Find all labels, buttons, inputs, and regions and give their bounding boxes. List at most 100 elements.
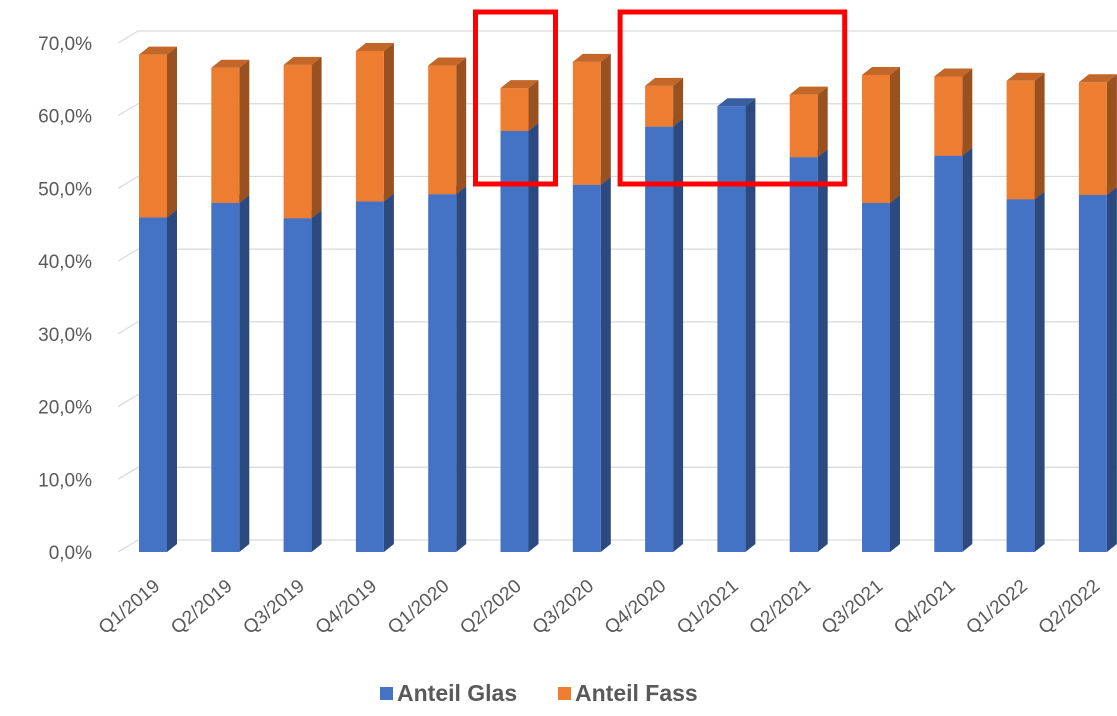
bar-side — [456, 186, 467, 552]
bar — [934, 155, 963, 552]
bar — [428, 194, 457, 552]
legend-item: Anteil Fass — [558, 680, 698, 706]
bar — [1078, 82, 1107, 195]
x-tick-label: Q2/2019 — [167, 576, 236, 639]
y-tick-label: 70,0% — [38, 34, 92, 55]
x-tick-label: Q2/2021 — [746, 576, 815, 639]
bar-top — [355, 42, 394, 51]
bar-group — [645, 77, 684, 552]
legend-item: Anteil Glas — [380, 680, 517, 706]
bar-side — [239, 59, 250, 203]
bar-side — [890, 194, 900, 552]
x-tick-label: Q4/2021 — [890, 576, 959, 639]
y-tick-label: 50,0% — [38, 179, 92, 200]
bar-side — [1106, 74, 1117, 195]
bar-side — [673, 118, 684, 552]
bar-group — [789, 86, 828, 552]
legend-swatch — [380, 687, 393, 700]
bar-top — [572, 53, 611, 62]
bar-side — [1034, 72, 1045, 200]
gridline — [117, 30, 1117, 44]
bar-segment — [645, 77, 684, 127]
bar-group — [428, 57, 467, 552]
bar-segment — [211, 194, 250, 552]
bar-side — [600, 176, 611, 553]
bar-group — [717, 98, 756, 553]
bar-group — [211, 59, 250, 552]
bar-segment — [500, 80, 539, 131]
y-tick-label: 10,0% — [38, 470, 92, 491]
bar-side — [383, 42, 394, 202]
x-tick-label: Q2/2022 — [1035, 576, 1104, 639]
y-tick-label: 30,0% — [38, 325, 92, 346]
bar-top — [934, 68, 973, 77]
bar — [355, 50, 384, 202]
bar-side — [1034, 191, 1045, 553]
bar-side — [167, 46, 177, 218]
bar-segment — [355, 42, 394, 202]
x-tick-label: Q4/2019 — [312, 576, 381, 639]
bar — [139, 54, 167, 218]
highlight-layer — [473, 9, 848, 187]
bar-side — [673, 77, 684, 127]
bar-group — [1006, 72, 1045, 553]
bar — [211, 202, 240, 552]
bar — [645, 85, 674, 127]
bar-side — [167, 209, 177, 552]
bar-segment — [934, 147, 973, 552]
bar-segment — [283, 210, 322, 552]
bar-segment — [211, 59, 250, 203]
bar-segment — [428, 186, 467, 552]
bar-top — [428, 57, 467, 66]
bar-side — [745, 98, 756, 553]
bars-layer — [139, 42, 1117, 553]
bar-top — [211, 59, 250, 68]
bar-top — [283, 56, 322, 65]
legend-label: Anteil Glas — [397, 680, 517, 706]
bar — [645, 126, 674, 552]
bar-side — [528, 122, 539, 552]
bar-segment — [1006, 72, 1045, 200]
bar-segment — [428, 57, 467, 195]
x-tick-label: Q1/2019 — [95, 576, 164, 639]
bar-top — [645, 77, 684, 86]
bar-segment — [1078, 74, 1117, 195]
bar-segment — [500, 122, 539, 552]
bar-side — [311, 210, 322, 552]
bar — [1006, 199, 1035, 553]
x-tick-label: Q4/2020 — [601, 576, 670, 639]
bar-side — [528, 80, 539, 131]
x-tick-label: Q1/2022 — [962, 576, 1031, 639]
bar — [283, 64, 312, 219]
bar-side — [1106, 186, 1117, 553]
bar — [1006, 80, 1035, 200]
y-tick-label: 40,0% — [38, 252, 92, 273]
bar-segment — [139, 46, 177, 218]
bar-segment — [283, 56, 322, 219]
bar-segment — [572, 53, 611, 185]
legend-swatch — [558, 687, 571, 700]
highlight-box — [617, 9, 848, 187]
x-tick-label: Q3/2020 — [529, 576, 598, 639]
bar-segment — [645, 118, 684, 552]
bar-side — [962, 147, 973, 552]
bar — [789, 157, 818, 552]
bar — [355, 201, 384, 552]
bar-group — [934, 68, 973, 552]
bar — [789, 94, 818, 158]
highlight-box — [473, 9, 558, 187]
bar-side — [383, 193, 394, 552]
y-tick-label: 20,0% — [38, 398, 92, 419]
legend: Anteil Glas Anteil Fass — [380, 680, 698, 706]
bar-side — [311, 56, 322, 219]
bar — [717, 106, 746, 553]
bar — [500, 130, 529, 552]
bar-side — [962, 68, 973, 156]
bar-top — [500, 80, 539, 89]
bar-group — [283, 56, 322, 552]
x-axis: Q1/2019 Q2/2019 Q3/2019 Q4/2019 Q1/2020 Q2/20… — [95, 576, 1104, 639]
bar — [862, 202, 890, 552]
bar-group — [1078, 74, 1117, 553]
bar-top — [139, 46, 177, 55]
